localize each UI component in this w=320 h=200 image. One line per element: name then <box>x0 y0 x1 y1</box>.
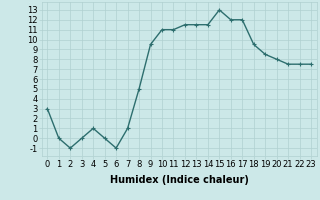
X-axis label: Humidex (Indice chaleur): Humidex (Indice chaleur) <box>110 175 249 185</box>
